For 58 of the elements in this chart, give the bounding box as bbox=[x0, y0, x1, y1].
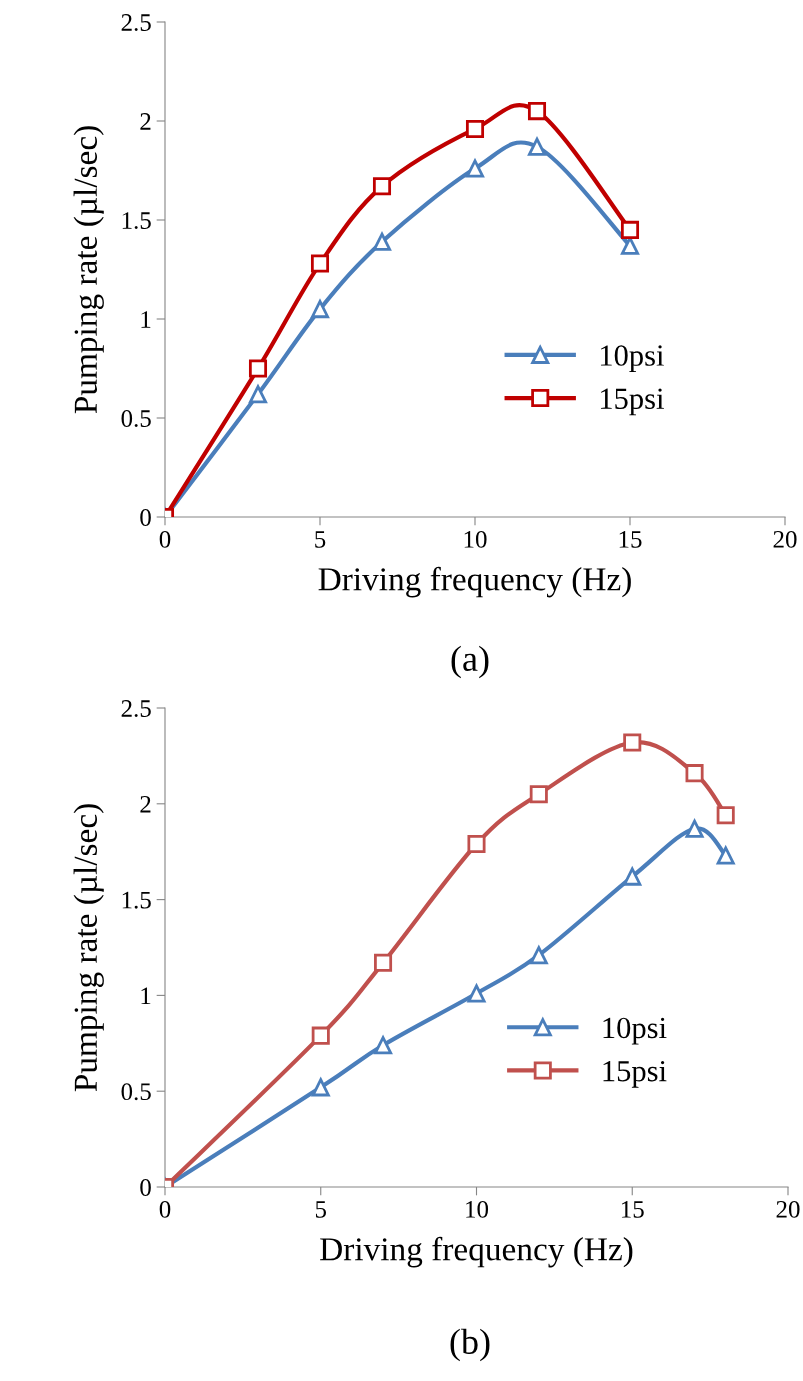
x-tick-label: 5 bbox=[315, 531, 326, 548]
x-axis-title: Driving frequency (Hz) bbox=[318, 566, 631, 598]
text: (a) bbox=[451, 645, 489, 679]
point bbox=[467, 984, 486, 1003]
x-tick-label: 15 bbox=[621, 1201, 644, 1218]
point bbox=[623, 867, 642, 886]
y-tick-label: 2.5 bbox=[121, 14, 151, 32]
point bbox=[716, 846, 735, 865]
point bbox=[372, 177, 392, 196]
point bbox=[248, 385, 268, 404]
point bbox=[310, 300, 330, 319]
point bbox=[311, 1078, 330, 1097]
y-axis-title: Pumping rate (µl/sec) bbox=[73, 804, 104, 1092]
legend-label: 15psi bbox=[603, 1060, 667, 1088]
point bbox=[527, 137, 547, 156]
x-tick-label: 0 bbox=[159, 1200, 171, 1218]
x-tick-label: 0 bbox=[159, 530, 171, 548]
point bbox=[374, 953, 393, 972]
y-tick-label: 2.5 bbox=[121, 700, 151, 718]
point bbox=[527, 102, 547, 121]
y-tick-label: 2 bbox=[140, 113, 151, 130]
x-tick-label: 15 bbox=[619, 531, 642, 548]
point bbox=[529, 946, 548, 965]
legend-label: 10psi bbox=[600, 345, 664, 373]
point bbox=[685, 764, 704, 783]
x-tick-label: 5 bbox=[315, 1201, 327, 1218]
legend-label: 15psi bbox=[600, 388, 664, 416]
point bbox=[467, 835, 486, 854]
point bbox=[465, 119, 485, 138]
y-tick-label: 1 bbox=[141, 311, 151, 328]
y-axis-title: Pumping rate (µl/sec) bbox=[73, 126, 104, 414]
y-tick-label: 0.5 bbox=[121, 1083, 151, 1101]
y-tick-label: 2 bbox=[140, 795, 151, 813]
x-tick-label: 10 bbox=[464, 530, 487, 548]
x-tick-label: 10 bbox=[466, 1200, 489, 1218]
point bbox=[623, 733, 642, 752]
point bbox=[248, 359, 268, 378]
point bbox=[620, 220, 640, 239]
y-tick-label: 1.5 bbox=[122, 891, 151, 909]
point bbox=[685, 819, 704, 838]
x-tick-label: 20 bbox=[773, 530, 797, 548]
text: (b) bbox=[450, 1328, 490, 1362]
y-tick-label: 1.5 bbox=[122, 212, 151, 230]
y-tick-label: 1 bbox=[141, 987, 151, 1005]
point bbox=[716, 806, 735, 825]
point bbox=[310, 254, 330, 273]
x-axis-title: Driving frequency (Hz) bbox=[320, 1236, 633, 1268]
legend-label: 10psi bbox=[603, 1017, 667, 1045]
y-tick-label: 0 bbox=[140, 1179, 151, 1196]
point bbox=[465, 159, 485, 178]
point bbox=[620, 236, 640, 255]
y-tick-label: 0.5 bbox=[121, 410, 151, 428]
y-tick-label: 0 bbox=[140, 509, 151, 526]
point bbox=[372, 232, 392, 251]
x-tick-label: 20 bbox=[776, 1200, 800, 1218]
point bbox=[529, 785, 548, 804]
point bbox=[311, 1026, 330, 1045]
point bbox=[374, 1036, 393, 1055]
